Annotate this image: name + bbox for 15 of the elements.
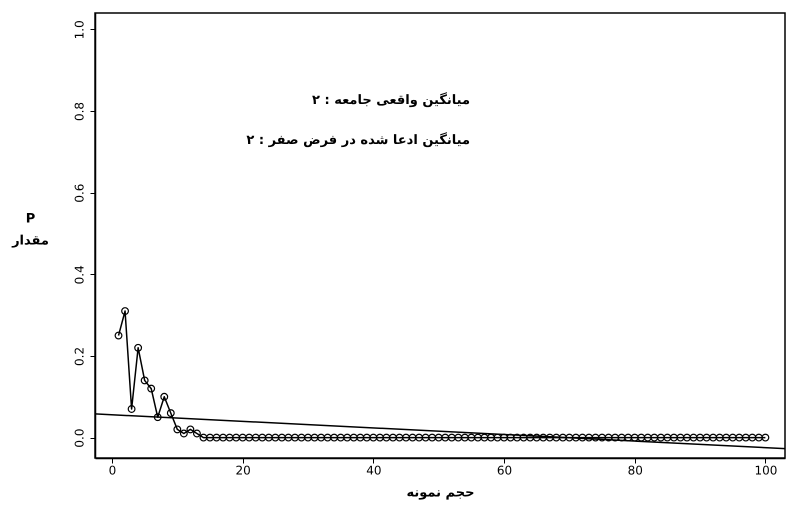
y-tick-label: 0.4 [72,265,86,284]
x-tick-label: 20 [236,464,251,478]
x-tick-label: 0 [108,464,116,478]
x-tick-label: 80 [628,464,643,478]
x-axis-title: حجم نمونه [406,486,474,500]
x-tick-label: 60 [496,464,512,478]
annotation: میانگین واقعی جامعه : ۲ [312,92,470,108]
x-tick-label: 100 [754,464,778,478]
y-tick-label: 0.6 [72,184,86,203]
y-tick-label: 0.0 [72,428,86,448]
x-tick-label: 40 [366,464,382,478]
y-tick-label: 0.2 [72,346,86,366]
y-tick-label: 0.8 [72,102,86,122]
y-tick-label: 1.0 [72,20,86,40]
annotation: میانگین ادعا شده در فرض صفر : ۲ [246,132,470,148]
